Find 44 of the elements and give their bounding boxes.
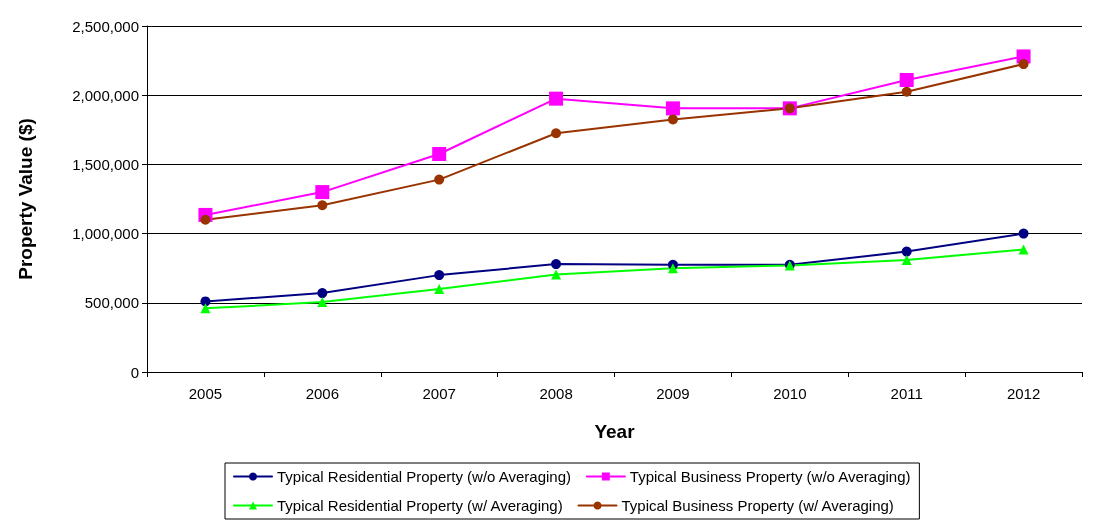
point bbox=[665, 101, 680, 116]
x-tick-label: 2011 bbox=[890, 385, 923, 402]
x-tick-label: 2010 bbox=[773, 385, 807, 402]
point bbox=[901, 246, 912, 257]
point bbox=[667, 263, 678, 274]
legend-label: Typical Residential Property (w/ Averaging) bbox=[277, 497, 563, 514]
x-tick-label: 2005 bbox=[188, 385, 223, 402]
point bbox=[551, 259, 562, 270]
point bbox=[1018, 244, 1029, 255]
point bbox=[317, 288, 328, 299]
legend-label: Typical Business Property (w/ Averaging) bbox=[621, 497, 894, 514]
x-tick-label: 2009 bbox=[656, 385, 690, 402]
y-axis-title: Property Value ($) bbox=[15, 118, 36, 280]
y-tick-label: 1,000,000 bbox=[72, 225, 139, 243]
point bbox=[1018, 228, 1029, 239]
x-tick-label: 2008 bbox=[539, 385, 573, 402]
point bbox=[667, 114, 678, 125]
point bbox=[434, 283, 445, 294]
point bbox=[200, 303, 211, 314]
point bbox=[200, 214, 211, 225]
point bbox=[315, 185, 330, 200]
y-tick-label: 2,000,000 bbox=[72, 86, 139, 104]
point bbox=[1018, 59, 1029, 70]
y-tick-label: 500,000 bbox=[84, 294, 139, 312]
point bbox=[901, 86, 912, 97]
point bbox=[317, 200, 328, 211]
point bbox=[551, 128, 562, 139]
x-axis-title: Year bbox=[594, 421, 636, 442]
y-tick-label: 2,500,000 bbox=[72, 17, 139, 35]
point bbox=[901, 254, 912, 265]
x-tick-label: 2006 bbox=[305, 385, 339, 402]
point bbox=[549, 91, 564, 106]
point bbox=[432, 147, 447, 162]
y-tick-label: 0 bbox=[130, 363, 139, 381]
legend-label: Typical Business Property (w/o Averaging) bbox=[629, 468, 911, 485]
x-tick-label: 2007 bbox=[422, 385, 456, 402]
y-tick-label: 1,500,000 bbox=[72, 155, 139, 173]
legend-label: Typical Residential Property (w/o Averaging) bbox=[277, 468, 572, 485]
point bbox=[434, 174, 445, 185]
point bbox=[899, 72, 914, 87]
point bbox=[551, 269, 562, 280]
x-tick-label: 2012 bbox=[1006, 385, 1041, 402]
point bbox=[317, 297, 328, 308]
point bbox=[434, 270, 445, 281]
